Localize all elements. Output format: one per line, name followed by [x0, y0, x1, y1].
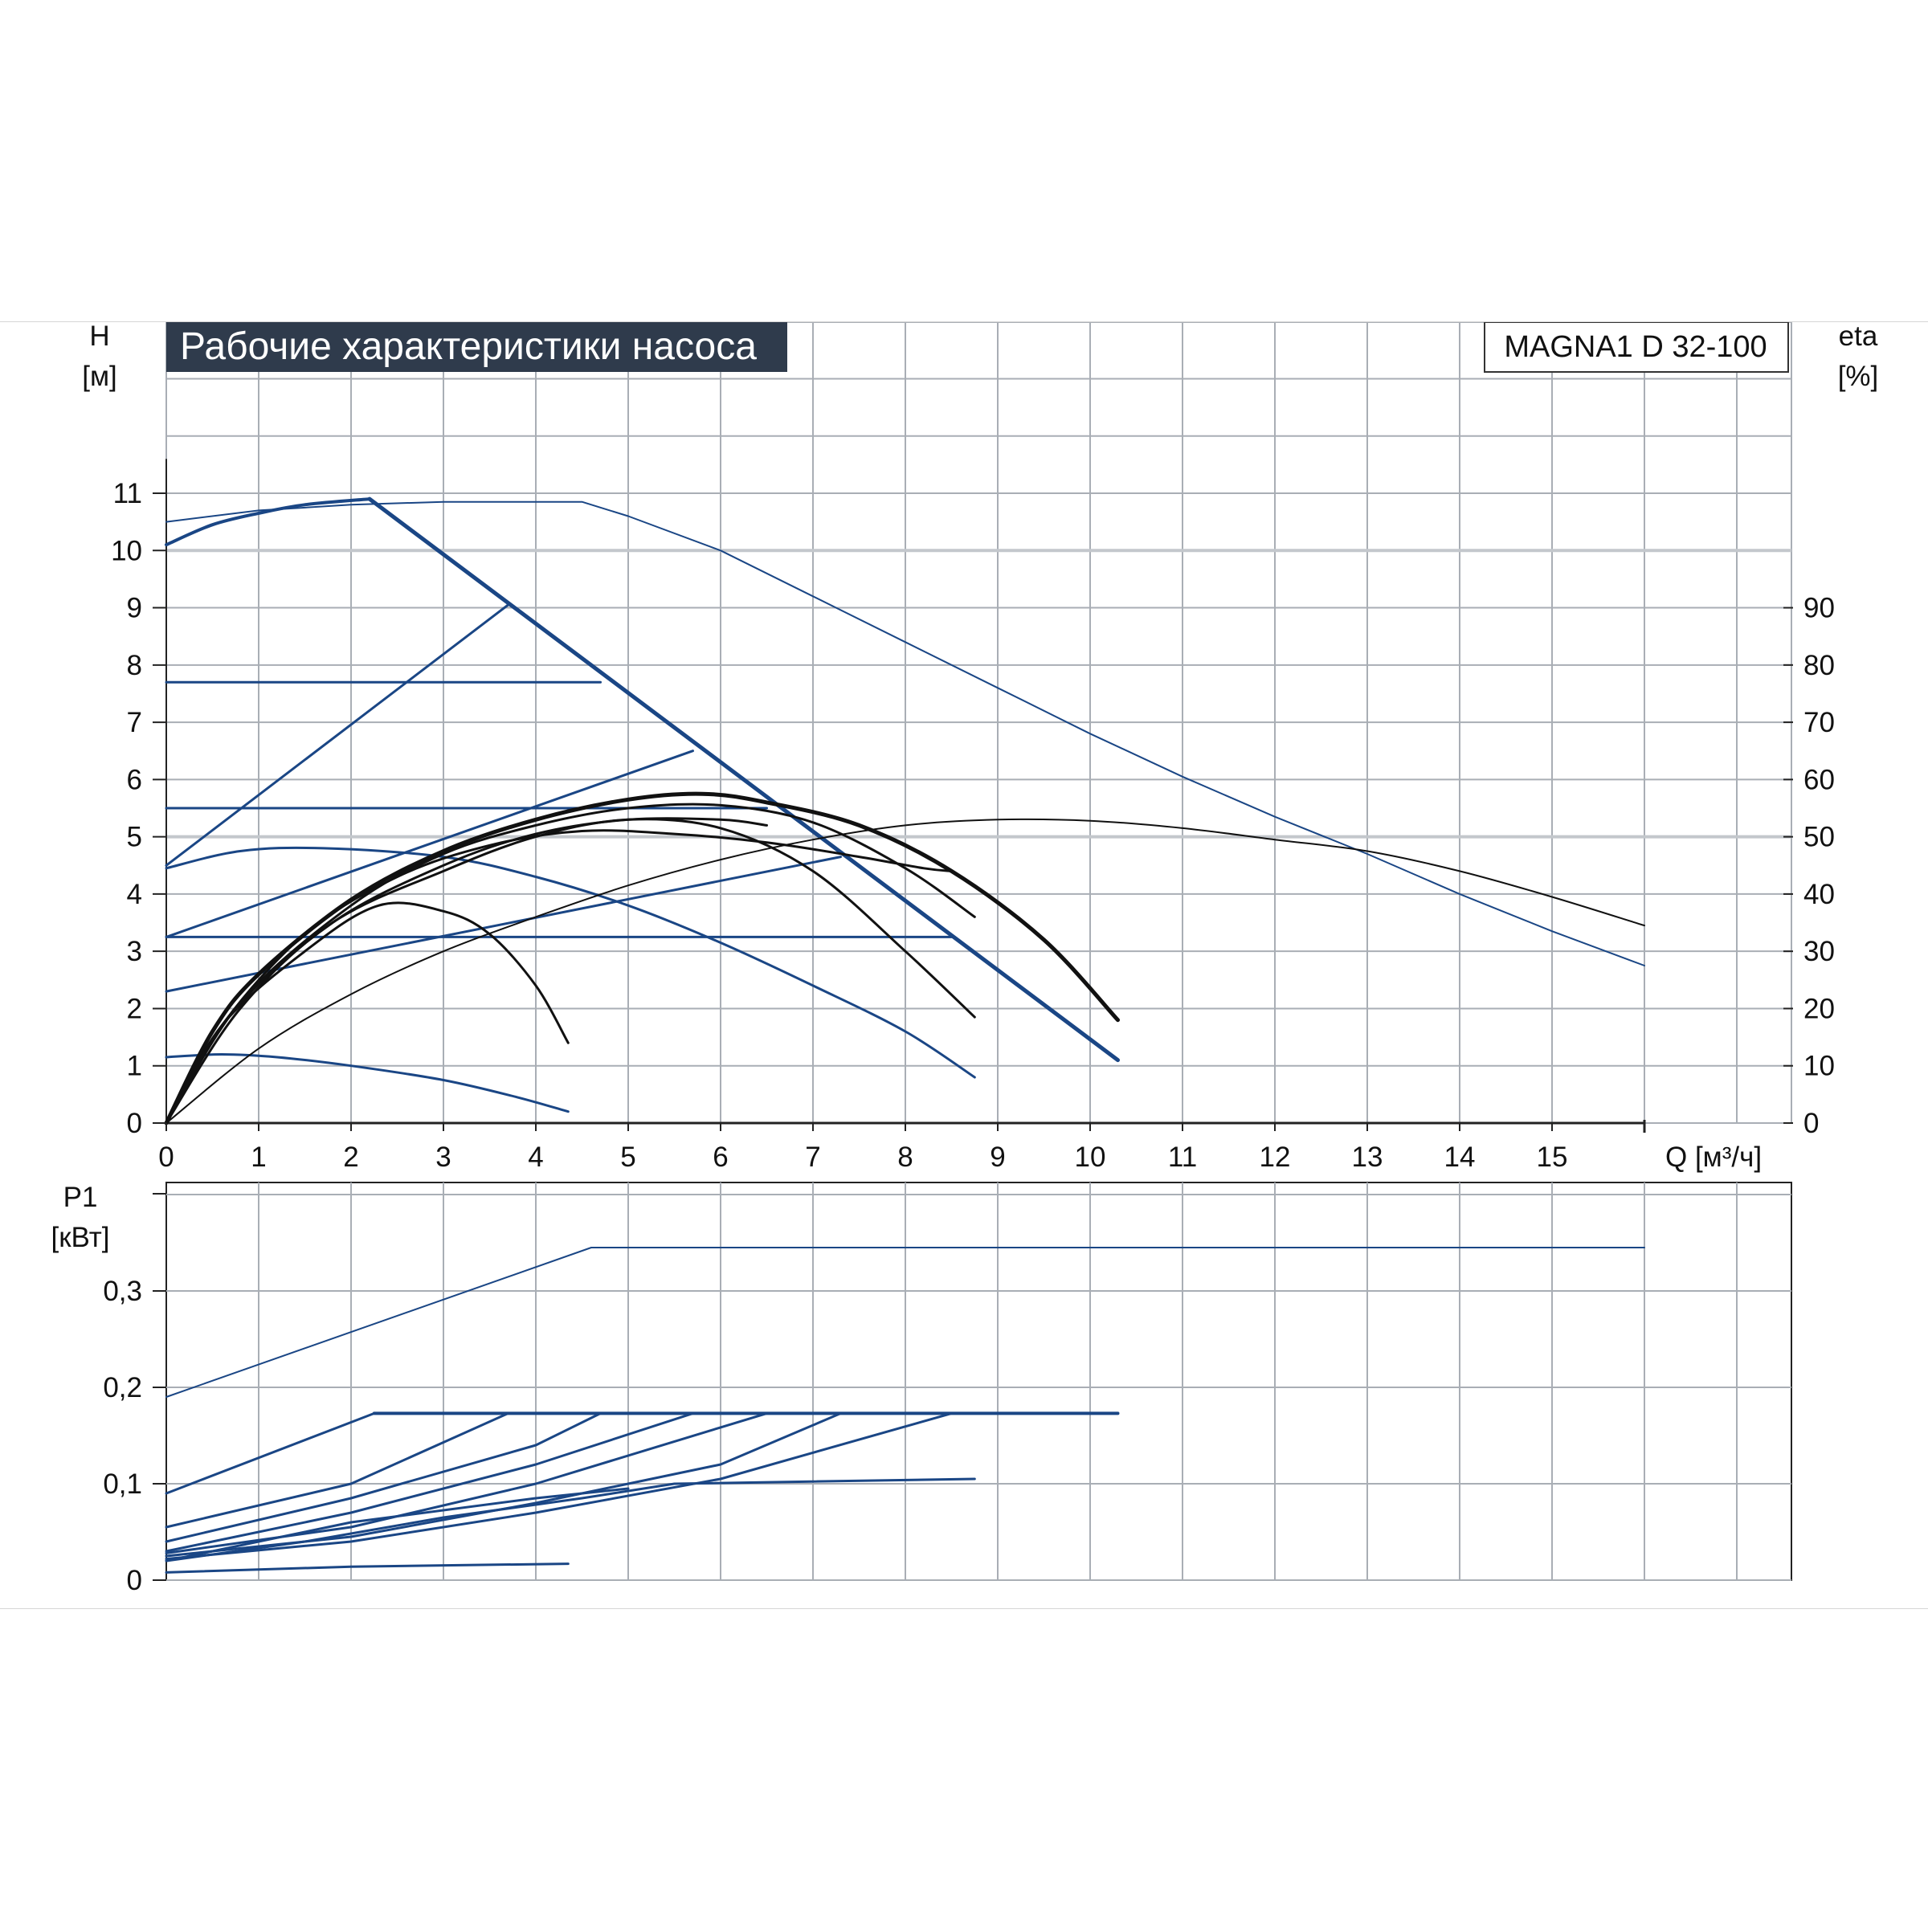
power-tick-label: 0,1 [103, 1468, 142, 1500]
eta-tick-label: 30 [1803, 936, 1835, 967]
eta-tick-label: 10 [1803, 1051, 1835, 1082]
head-tick-label: 11 [113, 478, 142, 509]
power-tick-label: 0,2 [103, 1372, 142, 1403]
head-axis-title: H [89, 321, 109, 352]
head-tick-label: 3 [127, 936, 142, 967]
flow-tick-label: 11 [1168, 1142, 1197, 1173]
power-series-p1-1 [165, 1411, 376, 1495]
power-tick-label: 0 [127, 1565, 142, 1596]
power-series-p1-4 [165, 1411, 694, 1553]
head-panel-grid [165, 321, 1792, 1125]
eta-tick-label: 40 [1803, 879, 1835, 910]
head-series-speed-curve-low [165, 1053, 570, 1113]
flow-tick-label: 12 [1260, 1142, 1291, 1173]
head-series-eff-2 [165, 829, 953, 1125]
head-tick-label: 1 [127, 1051, 142, 1082]
head-series-head-max-twin [165, 500, 1645, 966]
power-panel-grid [165, 1182, 1792, 1581]
power-axis-title: P1 [63, 1182, 98, 1213]
model-label: MAGNA1 D 32-100 [1504, 330, 1767, 364]
model-box [1484, 321, 1789, 373]
flow-tick-label: 7 [805, 1142, 820, 1173]
head-tick-label: 0 [127, 1108, 142, 1139]
head-series-prop-pressure-1 [165, 603, 509, 867]
head-series-eff-4 [165, 818, 976, 1125]
head-series-eff-6 [165, 817, 768, 1125]
power-series-p1-9 [165, 1487, 630, 1562]
eta-tick-label: 70 [1803, 707, 1835, 738]
eta-tick-label: 0 [1803, 1108, 1819, 1139]
flow-tick-label: 4 [528, 1142, 543, 1173]
flow-tick-label: 14 [1444, 1142, 1476, 1173]
power-series-p1-2 [165, 1411, 509, 1529]
bottom-divider [0, 1608, 1928, 1609]
head-tick-label: 6 [127, 764, 142, 795]
head-tick-label: 2 [127, 993, 142, 1024]
head-tick-label: 4 [127, 879, 142, 910]
chart-title: Рабочие характеристики насоса [180, 325, 757, 368]
head-series-head-max-limit [367, 496, 1120, 1063]
head-series-prop-pressure-2 [165, 750, 694, 938]
power-panel-series [165, 1247, 1645, 1574]
eta-tick-label: 80 [1803, 650, 1835, 681]
head-tick-label: 7 [127, 707, 142, 738]
eta-axis-unit: [%] [1838, 361, 1879, 392]
power-tick-label: 0,3 [103, 1276, 142, 1307]
head-panel-series [164, 496, 1645, 1125]
head-series-prop-pressure-3 [165, 856, 842, 993]
flow-tick-label: 9 [990, 1142, 1005, 1173]
flow-tick-label: 8 [897, 1142, 913, 1173]
flow-tick-label: 3 [435, 1142, 451, 1173]
title-box [166, 322, 787, 372]
head-series-head-max [165, 497, 371, 547]
power-axis-unit: [кВт] [51, 1222, 110, 1253]
head-tick-label: 5 [127, 822, 142, 853]
power-series-p1-3 [165, 1411, 602, 1543]
eta-tick-label: 60 [1803, 764, 1835, 795]
top-divider [0, 321, 1928, 322]
head-series-eff-max [165, 818, 1645, 1124]
power-series-p1-max-twin [165, 1247, 1645, 1398]
flow-tick-label: 2 [343, 1142, 358, 1173]
eta-tick-label: 20 [1803, 993, 1835, 1024]
flow-tick-label: 10 [1075, 1142, 1106, 1173]
flow-axis-title: Q [м³/ч] [1665, 1142, 1762, 1173]
flow-tick-label: 6 [713, 1142, 728, 1173]
flow-tick-label: 1 [251, 1142, 266, 1173]
power-series-p1-8 [165, 1477, 976, 1562]
power-panel-frame [165, 1182, 1792, 1581]
head-series-eff-1 [164, 791, 1120, 1125]
axis-tick-labels: 0 1 2 3 4 5 6 7 8 9 10 11 12 13 14 15012345678910110102… [103, 478, 1835, 1596]
flow-tick-label: 13 [1352, 1142, 1383, 1173]
flow-tick-label: 5 [620, 1142, 635, 1173]
head-tick-label: 10 [111, 535, 142, 566]
eta-axis-title: eta [1839, 321, 1878, 352]
head-tick-label: 9 [127, 593, 142, 624]
eta-tick-label: 50 [1803, 822, 1835, 853]
power-series-p1-5 [165, 1411, 768, 1554]
head-series-speed-curve-mid [165, 846, 976, 1079]
eta-tick-label: 90 [1803, 593, 1835, 624]
power-series-p1-low [165, 1562, 570, 1574]
flow-tick-label: 15 [1537, 1142, 1568, 1173]
power-series-p1-7 [165, 1411, 953, 1561]
flow-tick-label: 0 [158, 1142, 174, 1173]
head-tick-label: 8 [127, 650, 142, 681]
head-axis-unit: [м] [82, 361, 117, 392]
